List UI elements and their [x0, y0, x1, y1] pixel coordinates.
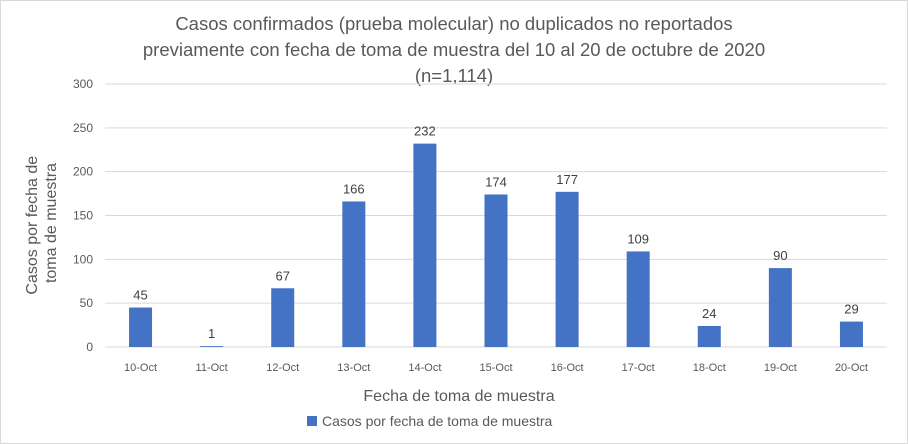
- y-tick-label: 0: [86, 340, 93, 354]
- bar: [697, 325, 721, 347]
- data-label: 45: [133, 288, 147, 303]
- bar: [271, 288, 295, 347]
- data-label: 24: [702, 306, 716, 321]
- data-label: 166: [343, 181, 365, 196]
- x-axis-title: Fecha de toma de muestra: [363, 388, 554, 405]
- y-axis-title-line-2: toma de muestra: [43, 163, 60, 283]
- bar: [413, 143, 437, 347]
- legend: Casos por fecha de toma de muestra: [307, 413, 553, 429]
- x-tick-label: 14-Oct: [408, 362, 441, 374]
- x-tick-label: 15-Oct: [479, 362, 512, 374]
- legend-label: Casos por fecha de toma de muestra: [322, 413, 553, 429]
- x-tick-label: 12-Oct: [266, 362, 299, 374]
- chart-title-line-1: Casos confirmados (prueba molecular) no …: [175, 13, 733, 34]
- data-label: 1: [208, 326, 215, 341]
- data-label: 29: [844, 302, 858, 317]
- bar: [484, 194, 508, 347]
- x-tick-label: 19-Oct: [764, 362, 797, 374]
- data-label: 174: [485, 174, 507, 189]
- data-label: 109: [627, 231, 649, 246]
- x-tick-label: 10-Oct: [124, 362, 157, 374]
- y-tick-label: 100: [73, 252, 93, 266]
- bar: [839, 321, 863, 347]
- data-label: 177: [556, 172, 578, 187]
- x-tick-label: 20-Oct: [835, 362, 868, 374]
- bar: [200, 346, 224, 347]
- x-tick-label: 16-Oct: [551, 362, 584, 374]
- x-tick-label: 13-Oct: [337, 362, 370, 374]
- y-axis-title: Casos por fecha de toma de muestra: [24, 151, 60, 294]
- y-tick-label: 150: [73, 209, 93, 223]
- bars: [129, 143, 863, 347]
- chart-title: Casos confirmados (prueba molecular) no …: [1, 11, 907, 89]
- data-label: 90: [773, 248, 787, 263]
- legend-swatch: [307, 416, 317, 426]
- x-tick-label: 18-Oct: [693, 362, 726, 374]
- bar: [129, 307, 153, 347]
- bar: [342, 201, 366, 347]
- y-tick-label: 200: [73, 165, 93, 179]
- bar: [768, 268, 792, 347]
- data-label: 67: [275, 268, 289, 283]
- x-axis-ticks: 10-Oct 11-Oct 12-Oct 13-Oct 14-Oct 15-Oct 16-O…: [124, 362, 868, 374]
- y-tick-label: 250: [73, 121, 93, 135]
- data-labels: 45 1 67 166 232 174 177 109 24 90 29: [133, 124, 858, 342]
- y-tick-label: 50: [80, 296, 94, 310]
- x-tick-label: 17-Oct: [622, 362, 655, 374]
- bar: [555, 191, 579, 347]
- y-axis-ticks: 0 50 100 150 200 250 300: [73, 77, 93, 354]
- y-axis-title-line-1: Casos por fecha de: [24, 156, 41, 295]
- chart-title-line-2: previamente con fecha de toma de muestra…: [142, 39, 766, 60]
- chart-title-line-3: (n=1,114): [414, 65, 494, 86]
- x-tick-label: 11-Oct: [196, 362, 228, 374]
- bar: [626, 251, 650, 347]
- data-label: 232: [414, 124, 436, 139]
- y-tick-label: 300: [73, 77, 93, 91]
